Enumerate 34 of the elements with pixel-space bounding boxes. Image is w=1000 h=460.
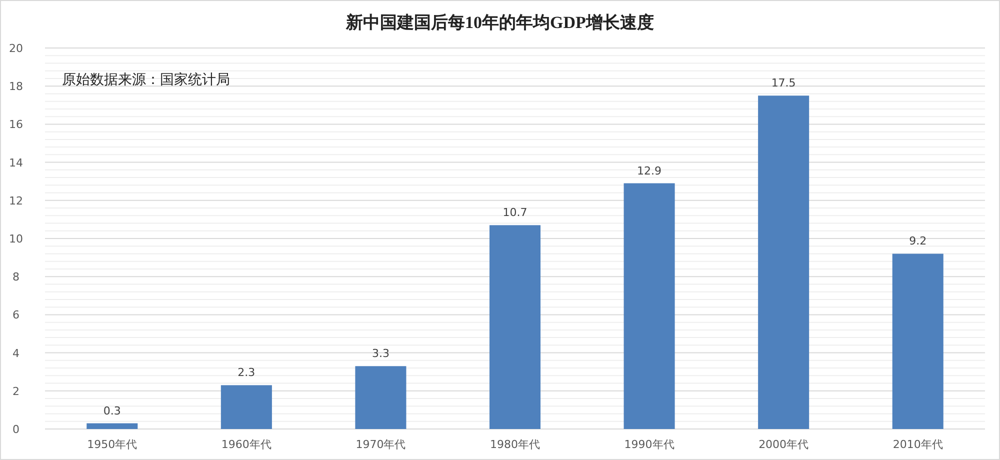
y-tick-label: 16	[9, 118, 23, 132]
x-tick-label: 1990年代	[624, 438, 674, 451]
data-label: 10.7	[502, 206, 528, 220]
y-tick-label: 6	[12, 308, 20, 322]
x-tick-label: 2010年代	[892, 438, 943, 451]
annotation: 原始数据来源：国家统计局	[62, 72, 230, 88]
data-label: 0.3	[103, 404, 121, 418]
x-tick-label: 1960年代	[221, 438, 272, 451]
data-label: 17.5	[771, 76, 796, 90]
y-tick-label: 0	[12, 423, 20, 436]
bar	[355, 366, 406, 429]
x-tick-label: 1980年代	[490, 438, 540, 451]
x-tick-label: 1970年代	[356, 438, 406, 451]
chart-title: 新中国建国后每10年的年均GDP增长速度	[345, 13, 654, 32]
bar	[489, 225, 541, 429]
data-label: 9.2	[909, 234, 927, 248]
y-tick-label: 2	[12, 384, 20, 398]
y-tick-label: 4	[12, 346, 20, 360]
bar	[624, 183, 675, 429]
y-tick-label: 8	[12, 270, 20, 284]
x-tick-label: 1950年代	[87, 438, 138, 451]
y-tick-label: 14	[9, 156, 23, 170]
data-label: 3.3	[372, 347, 390, 360]
bar	[220, 385, 272, 429]
bar	[758, 96, 810, 429]
bar	[892, 254, 944, 429]
data-label: 12.9	[637, 164, 662, 178]
bar	[86, 423, 138, 429]
y-tick-label: 10	[9, 232, 23, 246]
y-tick-label: 12	[9, 194, 23, 208]
y-tick-label: 20	[9, 42, 23, 55]
y-tick-label: 18	[9, 80, 23, 94]
data-label: 2.3	[238, 366, 256, 380]
x-tick-label: 2000年代	[758, 438, 809, 451]
